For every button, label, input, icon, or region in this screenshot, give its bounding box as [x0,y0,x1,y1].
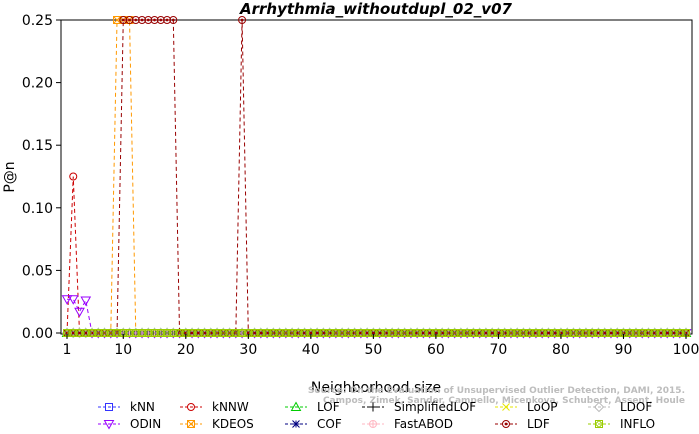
y-axis-label: P@n [2,161,18,192]
series-inflo [62,328,691,338]
data-point [61,295,73,305]
legend-item-loop: LoOP [495,400,558,414]
legend-item-cof: COF [285,417,342,431]
legend-item-ldof: LDOF [588,400,652,414]
legend-label: COF [317,417,342,431]
y-tick-label: 0.00 [22,326,53,342]
legend-item-knn: kNN [98,400,155,414]
legend-marker [105,403,113,411]
data-point [169,16,178,24]
x-tick-label: 40 [302,342,320,358]
y-tick-label: 0.20 [22,76,53,92]
series-kdeos [63,16,690,337]
series-line [67,298,686,334]
data-point [74,307,85,318]
legend-marker [502,403,510,411]
legend-label: SimplifiedLOF [394,400,476,414]
watermark-line-2: Campos, Zimek, Sander, Campello, Micenko… [323,396,685,406]
legend-item-knnw: kNNW [180,400,249,414]
legend-marker [187,403,195,411]
series-line [66,176,686,334]
y-tick-label: 0.10 [22,201,53,217]
data-point [131,16,140,24]
data-point [67,295,79,305]
x-tick-label: 60 [427,342,445,358]
legend-marker [593,401,605,413]
legend-label: INFLO [620,417,655,431]
legend-marker [187,420,195,428]
series-ldf [63,16,690,337]
x-tick-label: 70 [490,342,508,358]
plot-area [60,19,693,335]
x-tick-label: 30 [239,342,257,358]
legend-item-odin: ODIN [98,417,161,431]
legend-label: FastABOD [394,417,453,431]
x-tick-label: 100 [673,342,699,358]
legend-label: LoOP [527,400,558,414]
legend-label: LDF [527,417,550,431]
data-point [138,16,147,24]
data-point [150,16,159,24]
legend-label: kNN [130,400,155,414]
data-point [69,172,78,181]
legend-marker [369,420,377,428]
legend-label: kNNW [212,400,249,414]
legend-item-ldf: LDF [495,417,550,431]
x-tick-label: 20 [177,342,195,358]
legend-item-kdeos: KDEOS [180,417,254,431]
data-point [144,16,153,24]
y-tick-label: 0.25 [22,13,53,29]
y-tick-label: 0.05 [22,263,53,279]
legend-marker [502,420,510,428]
legend-item-simplifiedlof: SimplifiedLOF [362,400,476,414]
chart-title: Arrhythmia_withoutdupl_02_v07 [239,0,512,18]
legend-marker [292,420,300,428]
legend-label: LDOF [620,400,652,414]
x-tick-label: 50 [364,342,382,358]
x-tick-label: 90 [615,342,633,358]
x-tick-label: 1 [63,342,72,358]
legend-item-inflo: INFLO [588,417,655,431]
axis-layer: 0.00 0.05 0.10 0.15 0.20 0.25 1 10 20 30 40 50 60 70 8… [22,13,699,358]
legend-label: ODIN [130,417,161,431]
series-knnw [63,172,690,337]
series-line [67,19,686,334]
data-point [125,16,134,24]
watermark-line-1: Source: On the Evaluation of Unsupervise… [308,386,685,396]
legend-marker [103,420,115,430]
legend-label: KDEOS [212,417,254,431]
data-point [238,16,247,24]
legend-marker [290,401,302,411]
legend: kNN kNNW LOF SimplifiedLOF LoOP LDOF ODIN KDEOS… [98,400,655,431]
x-axis-label: Neighborhood size [311,380,441,396]
legend-label: LOF [317,400,340,414]
data-point [163,16,172,24]
legend-marker [594,419,604,429]
legend-item-fastabod: FastABOD [362,417,453,431]
legend-item-lof: LOF [285,400,340,414]
y-tick-label: 0.15 [22,138,53,154]
data-point [156,16,165,24]
x-tick-label: 10 [114,342,132,358]
legend-marker [368,402,378,412]
series-layer [61,16,692,339]
data-point [80,296,92,306]
x-tick-label: 80 [552,342,570,358]
series-line [67,19,686,334]
data-point [119,16,128,24]
